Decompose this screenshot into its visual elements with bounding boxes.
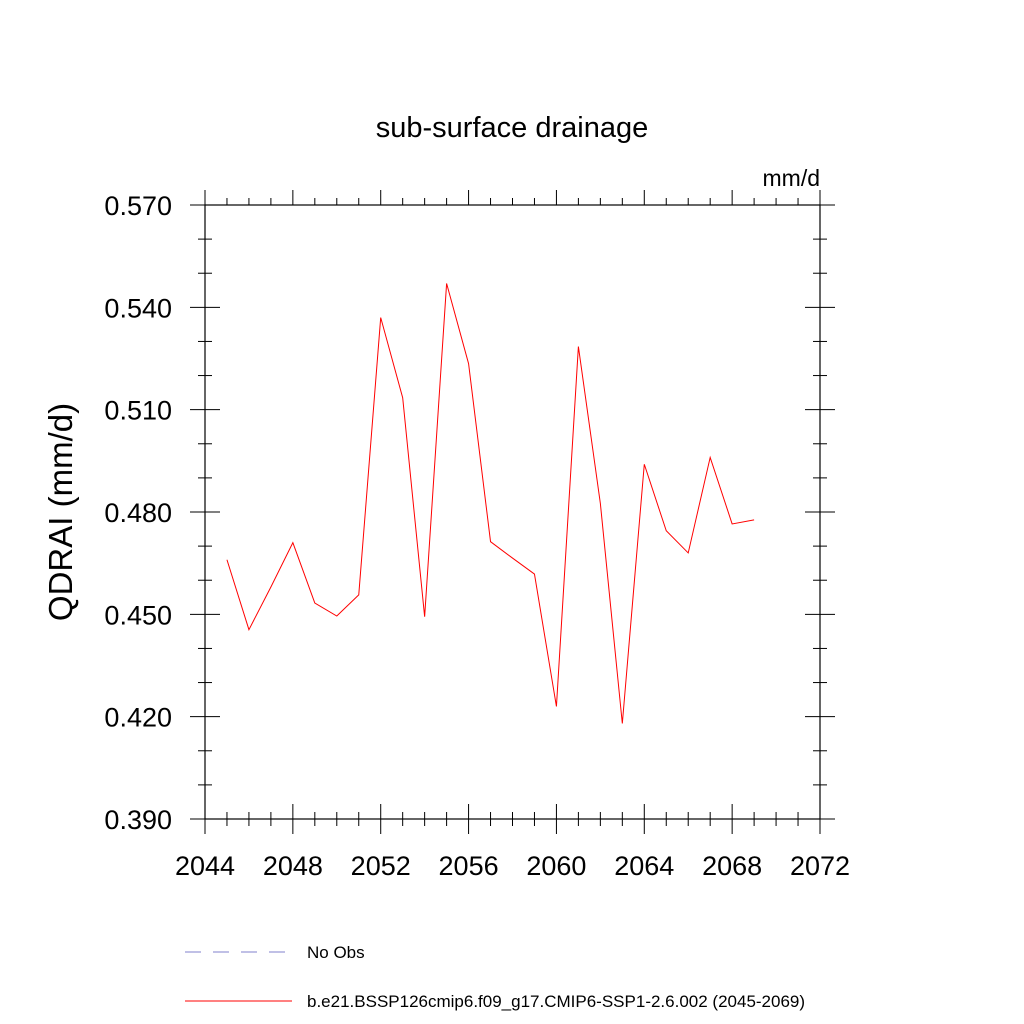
- series-layer: [226, 283, 755, 724]
- x-tick-label: 2044: [175, 851, 235, 881]
- y-tick-label: 0.570: [104, 191, 172, 221]
- axis-ticks: [190, 190, 835, 834]
- x-tick-label: 2072: [790, 851, 850, 881]
- y-tick-label: 0.510: [104, 396, 172, 426]
- legend-label-model: b.e21.BSSP126cmip6.f09_g17.CMIP6-SSP1-2.…: [307, 992, 805, 1011]
- x-tick-label: 2056: [439, 851, 499, 881]
- y-tick-label: 0.450: [104, 600, 172, 630]
- units-label: mm/d: [763, 165, 821, 191]
- y-tick-labels: 0.390 0.420 0.450 0.480 0.510 0.540 0.570: [104, 191, 172, 835]
- y-tick-label: 0.480: [104, 498, 172, 528]
- y-tick-label: 0.540: [104, 293, 172, 323]
- x-tick-label: 2064: [614, 851, 674, 881]
- y-tick-label: 0.420: [104, 703, 172, 733]
- y-tick-label: 0.390: [104, 805, 172, 835]
- x-tick-label: 2048: [263, 851, 323, 881]
- legend-label-no-obs: No Obs: [307, 943, 365, 962]
- chart-title: sub-surface drainage: [376, 112, 648, 144]
- legend: No Obs b.e21.BSSP126cmip6.f09_g17.CMIP6-…: [185, 943, 805, 1011]
- x-tick-label: 2060: [526, 851, 586, 881]
- series-line: [226, 283, 755, 724]
- y-axis-label: QDRAI (mm/d): [42, 403, 79, 621]
- x-tick-label: 2068: [702, 851, 762, 881]
- plot-frame: [204, 204, 821, 820]
- x-tick-labels: 2044 2048 2052 2056 2060 2064 2068 2072: [175, 851, 850, 881]
- x-tick-label: 2052: [351, 851, 411, 881]
